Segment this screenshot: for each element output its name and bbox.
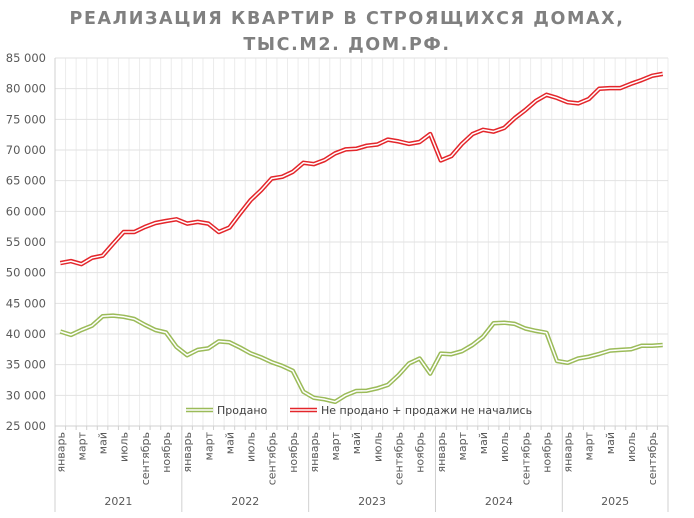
x-month-label: июль xyxy=(498,432,511,462)
chart-title: РЕАЛИЗАЦИЯ КВАРТИР В СТРОЯЩИХСЯ ДОМАХ, Т… xyxy=(0,6,694,58)
x-month-label: ноябрь xyxy=(160,432,173,473)
y-tick-label: 40 000 xyxy=(6,327,46,341)
x-month-label: март xyxy=(456,431,469,460)
x-month-label: январь xyxy=(562,432,575,473)
x-month-label: март xyxy=(75,431,88,460)
x-month-label: сентябрь xyxy=(519,432,532,485)
x-month-label: сентябрь xyxy=(646,432,659,485)
x-year-label: 2022 xyxy=(231,495,259,508)
y-tick-label: 60 000 xyxy=(6,204,46,218)
sold-series-line-inner xyxy=(60,314,663,403)
x-month-label: январь xyxy=(54,432,67,473)
y-tick-label: 70 000 xyxy=(6,143,46,157)
x-month-label: март xyxy=(202,431,215,460)
x-month-label: март xyxy=(583,431,596,460)
y-tick-label: 55 000 xyxy=(6,235,46,249)
x-month-label: сентябрь xyxy=(139,432,152,485)
x-year-label: 2021 xyxy=(104,495,132,508)
legend-label: Не продано + продажи не начались xyxy=(321,404,532,417)
x-month-label: ноябрь xyxy=(414,432,427,473)
x-year-label: 2023 xyxy=(358,495,386,508)
x-month-label: май xyxy=(223,432,236,454)
x-month-label: сентябрь xyxy=(392,432,405,485)
y-tick-label: 80 000 xyxy=(6,82,46,96)
y-tick-label: 85 000 xyxy=(6,51,46,65)
x-month-label: январь xyxy=(308,432,321,473)
y-tick-label: 65 000 xyxy=(6,174,46,188)
y-tick-label: 45 000 xyxy=(6,296,46,310)
y-tick-label: 30 000 xyxy=(6,388,46,402)
x-month-label: ноябрь xyxy=(540,432,553,473)
x-month-label: июль xyxy=(245,432,258,462)
x-month-label: май xyxy=(604,432,617,454)
x-month-label: май xyxy=(97,432,110,454)
y-tick-label: 35 000 xyxy=(6,358,46,372)
x-month-label: июль xyxy=(118,432,131,462)
x-year-label: 2024 xyxy=(485,495,513,508)
x-year-label: 2025 xyxy=(601,495,629,508)
x-month-label: сентябрь xyxy=(266,432,279,485)
y-tick-label: 50 000 xyxy=(6,266,46,280)
y-tick-label: 75 000 xyxy=(6,112,46,126)
legend-label: Продано xyxy=(217,404,268,417)
unsold-series-line-inner xyxy=(60,73,663,265)
x-month-label: июль xyxy=(371,432,384,462)
x-month-label: март xyxy=(329,431,342,460)
x-month-label: июль xyxy=(625,432,638,462)
x-month-label: май xyxy=(477,432,490,454)
chart-title-line-2: ТЫС.М2. ДОМ.РФ. xyxy=(243,35,451,55)
x-month-label: ноябрь xyxy=(287,432,300,473)
x-month-label: май xyxy=(350,432,363,454)
x-month-label: январь xyxy=(181,432,194,473)
x-month-label: январь xyxy=(435,432,448,473)
chart-title-line-1: РЕАЛИЗАЦИЯ КВАРТИР В СТРОЯЩИХСЯ ДОМАХ, xyxy=(69,9,625,29)
y-tick-label: 25 000 xyxy=(6,419,46,433)
